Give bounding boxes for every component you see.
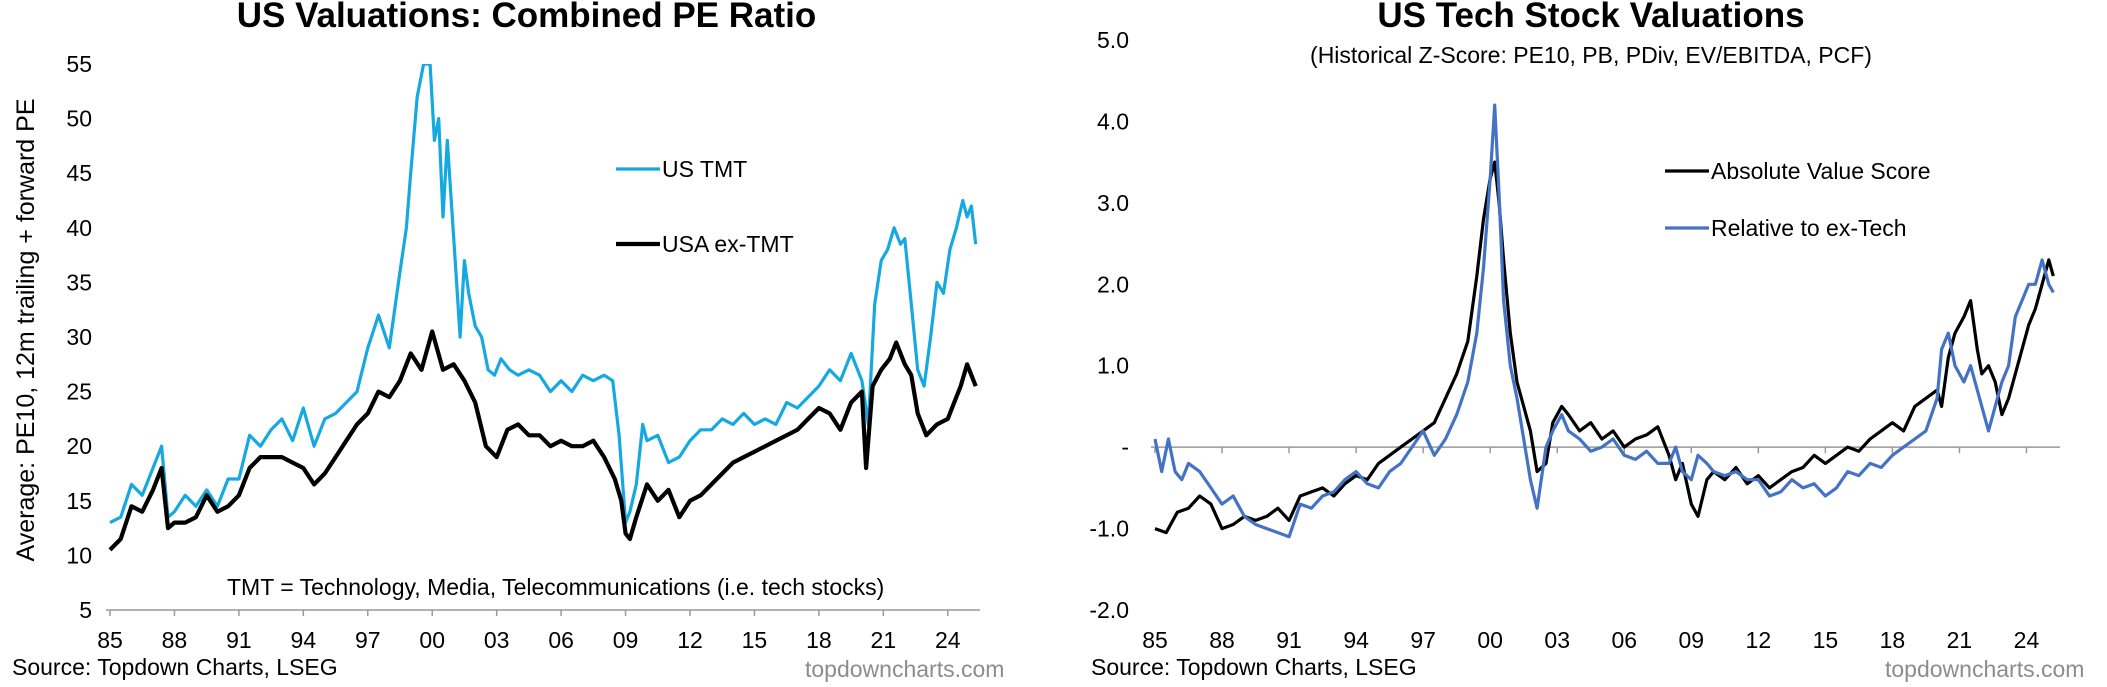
x-tick-label: 94 [291,627,317,653]
left-chart-annotation: TMT = Technology, Media, Telecommunicati… [227,574,884,600]
x-tick-label: 24 [2014,627,2040,653]
x-tick-label: 15 [742,627,768,653]
x-tick-label: 88 [1209,627,1235,653]
legend-label-0: US TMT [662,156,747,182]
y-tick-label: 2.0 [1097,271,1129,297]
x-tick-label: 09 [613,627,639,653]
x-tick-label: 21 [1947,627,1973,653]
y-tick-label: 15 [66,488,92,514]
series-line-relative-to-ex-tech [1153,103,2055,539]
right-chart-subtitle: (Historical Z-Score: PE10, PB, PDiv, EV/… [1310,42,1872,68]
left-y-axis-title: Average: PE10, 12m trailing + forward PE [12,99,40,562]
x-tick-label: 00 [419,627,445,653]
x-tick-label: 06 [548,627,574,653]
x-tick-label: 12 [1746,627,1772,653]
left-chart-title: US Valuations: Combined PE Ratio [236,0,817,35]
left-chart-panel: US Valuations: Combined PE Ratio 5 10 15 20… [0,0,1053,687]
y-tick-label: 10 [66,542,92,568]
y-tick-label: 5 [79,597,92,623]
y-tick-label: 30 [66,324,92,350]
x-tick-label: 88 [162,627,188,653]
left-source-note: Source: Topdown Charts, LSEG [12,654,338,680]
y-tick-label: 45 [66,160,92,186]
right-chart-panel: US Tech Stock Valuations (Historical Z-S… [1075,0,2107,687]
right-chart-title: US Tech Stock Valuations [1377,0,1805,35]
x-tick-label: 03 [1544,627,1570,653]
x-tick-label: 97 [1410,627,1436,653]
y-tick-label: 1.0 [1097,353,1129,379]
x-tick-label: 85 [97,627,123,653]
x-tick-label: 91 [226,627,252,653]
series-line-absolute-value-score [1154,160,2055,535]
x-tick-label: 24 [935,627,961,653]
x-tick-label: 97 [355,627,381,653]
x-tick-label: 00 [1477,627,1503,653]
x-tick-label: 18 [1880,627,1906,653]
x-tick-label: 94 [1343,627,1369,653]
y-tick-label: 5.0 [1097,27,1129,53]
left-chart-svg: 5 10 15 20 25 30 35 40 45 50 55 85 88 91 94 97 00 03 06 09 1… [12,51,980,653]
x-tick-label: 03 [484,627,510,653]
y-tick-label: 35 [66,269,92,295]
y-tick-label: 40 [66,215,92,241]
x-tick-label: 12 [677,627,703,653]
x-tick-label: 09 [1678,627,1704,653]
x-tick-label: 15 [1813,627,1839,653]
y-tick-label: 25 [66,379,92,405]
series-line-usa-ex-tmt [108,329,978,552]
x-tick-label: 85 [1142,627,1168,653]
y-tick-label: 50 [66,106,92,132]
right-source-note: Source: Topdown Charts, LSEG [1091,654,1417,680]
series-line-us-tmt [109,64,978,525]
y-tick-label: -2.0 [1089,597,1129,623]
legend-label-0: Absolute Value Score [1711,158,1931,184]
right-brand-watermark: topdowncharts.com [1885,656,2085,682]
y-tick-label: 20 [66,433,92,459]
left-brand-watermark: topdowncharts.com [805,656,1005,682]
x-tick-label: 21 [871,627,897,653]
right-chart-svg: -2.0-1.0-1.02.03.04.05.085 88 91 94 97 00 03 06… [1089,27,2060,653]
y-tick-label: 3.0 [1097,190,1129,216]
legend-label-1: Relative to ex-Tech [1711,215,1907,241]
y-tick-label: -1.0 [1089,516,1129,542]
x-tick-label: 06 [1611,627,1637,653]
x-tick-label: 18 [806,627,832,653]
y-tick-label: - [1121,434,1129,460]
x-tick-label: 91 [1276,627,1302,653]
y-tick-label: 55 [66,51,92,77]
legend-label-1: USA ex-TMT [662,231,794,257]
y-tick-label: 4.0 [1097,108,1129,134]
